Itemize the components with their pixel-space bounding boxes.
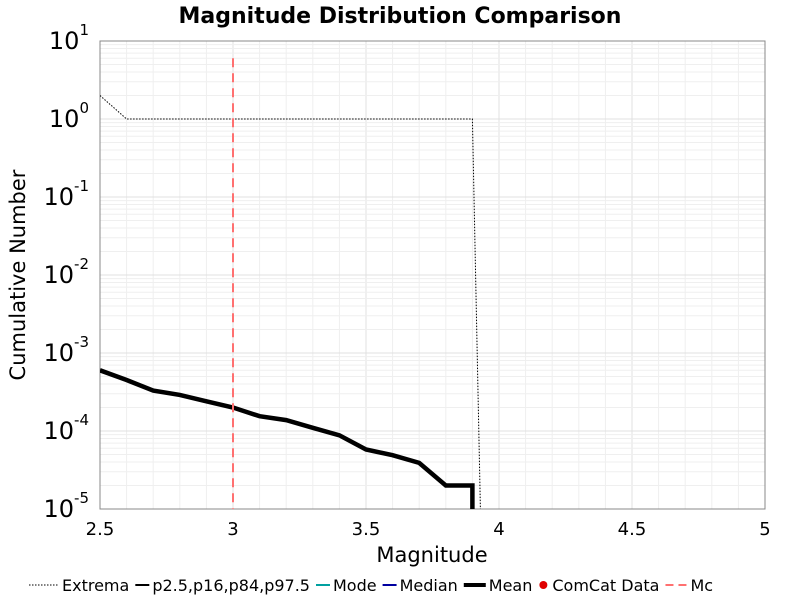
legend-item-extrema: Extrema: [29, 576, 129, 595]
series-mean: [100, 368, 475, 509]
legend-item-mode: Mode: [315, 576, 377, 595]
plot-area: [99, 40, 766, 510]
x-ticks: 2.5 3 3.5 4 4.5 5: [86, 519, 771, 540]
x-axis-label: Magnitude: [376, 543, 487, 567]
legend: Extrema p2.5,p16,p84,p97.5 Mode Median Mean C…: [29, 576, 713, 595]
legend-item-median: Median: [382, 576, 458, 595]
legend-label: Mc: [690, 576, 713, 595]
y-tick-label: 10-5: [43, 489, 89, 523]
legend-item-p2-5-p16-p84-p97-5: p2.5,p16,p84,p97.5: [135, 576, 310, 595]
legend-swatch: [539, 581, 548, 589]
legend-item-mc: Mc: [665, 576, 713, 595]
y-tick-label: 101: [49, 21, 89, 55]
legend-label: Mode: [333, 576, 377, 595]
grid: [99, 41, 766, 510]
y-tick-label: 10-4: [43, 411, 89, 445]
x-tick-label: 3: [227, 519, 238, 540]
y-ticks: 101 100 10-1 10-2 10-3 10-4 10-5: [43, 21, 89, 523]
y-tick-label: 10-1: [43, 177, 89, 211]
y-tick-label: 10-3: [43, 333, 89, 367]
chart-title: Magnitude Distribution Comparison: [179, 4, 622, 29]
x-tick-label: 2.5: [86, 519, 115, 540]
legend-label: Mean: [489, 576, 533, 595]
x-tick-label: 3.5: [352, 519, 381, 540]
legend-item-mean: Mean: [463, 576, 533, 595]
y-tick-label: 10-2: [43, 255, 89, 289]
y-tick-label: 100: [49, 99, 89, 133]
legend-label: Extrema: [62, 576, 129, 595]
legend-item-comcat-data: ComCat Data: [539, 576, 659, 595]
x-tick-label: 4: [493, 519, 504, 540]
legend-label: p2.5,p16,p84,p97.5: [152, 576, 310, 595]
x-tick-label: 5: [759, 519, 770, 540]
x-tick-label: 4.5: [618, 519, 647, 540]
y-axis-label: Cumulative Number: [6, 169, 30, 380]
legend-label: ComCat Data: [552, 576, 659, 595]
series-extrema: [100, 95, 481, 509]
legend-label: Median: [400, 576, 458, 595]
series-layer: [100, 58, 481, 509]
